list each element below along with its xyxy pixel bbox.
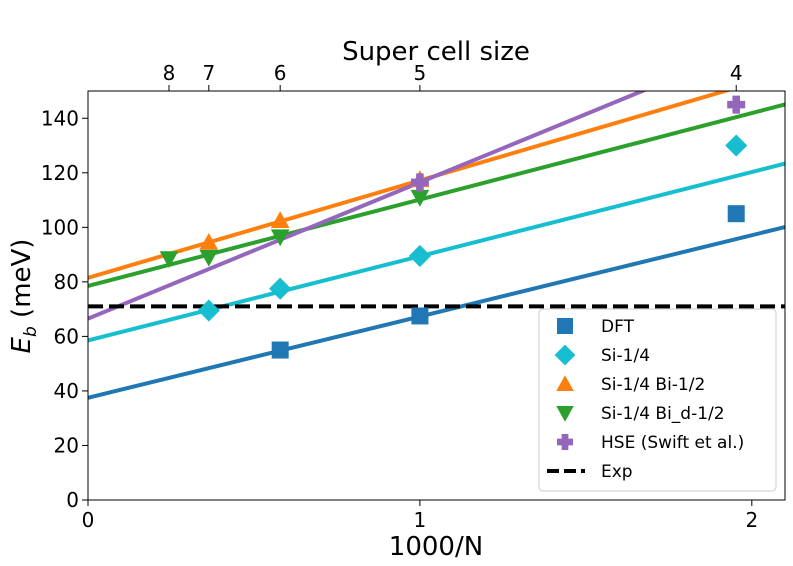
top-tick-label: 8: [163, 61, 176, 85]
point-dft-2: [727, 205, 745, 223]
legend-label-hse-swift-et-al: HSE (Swift et al.): [601, 433, 744, 453]
top-tick-label: 7: [202, 61, 215, 85]
y-tick-label: 100: [41, 215, 79, 239]
legend: DFT Si-1/4 Si-1/4 Bi-1/2 Si-1/4 Bi_d-1/2 HSE…: [538, 308, 777, 492]
top-axis-title: Super cell size: [342, 37, 530, 67]
fit-line-dft: [88, 225, 785, 400]
x-tick-label: 0: [82, 508, 95, 532]
point-dft-0: [271, 341, 289, 359]
top-tick-label: 6: [274, 61, 287, 85]
legend-frame: [538, 308, 777, 492]
fit-line-si-1-4-bi-d-1-2: [88, 102, 785, 288]
point-si-1-4-2: [408, 244, 431, 268]
legend-marker-hse-swift-et-al: [557, 434, 573, 450]
y-tick-label: 40: [54, 379, 79, 403]
y-tick-label: 60: [54, 324, 79, 348]
y-tick-label: 140: [41, 106, 79, 130]
point-si-1-4-1: [269, 277, 292, 300]
point-si-1-4-bi-d-1-2-3: [410, 189, 430, 207]
y-axis-title-spacer: [7, 318, 37, 326]
y-tick-label: 80: [54, 270, 79, 294]
y-axis-title-symbol: E: [7, 336, 37, 353]
y-tick-label: 120: [41, 161, 79, 185]
x-tick-label: 1: [414, 508, 427, 532]
y-axis-title: Eb (meV): [7, 239, 41, 354]
y-axis-title-subscript: b: [21, 326, 41, 337]
point-si-1-4-bi-d-1-2-0: [159, 251, 179, 269]
legend-label-exp: Exp: [601, 462, 633, 482]
point-si-1-4-bi-d-1-2-2: [270, 229, 290, 247]
y-axis-title-unit: (meV): [7, 239, 37, 318]
legend-marker-si-1-4-bi-d-1-2: [556, 405, 574, 422]
point-si-1-4-0: [197, 299, 220, 322]
legend-marker-si-1-4: [554, 344, 576, 366]
point-hse-swift-et-al-1: [727, 95, 746, 114]
top-axis: 8 7 6 5 4: [163, 61, 743, 91]
data-markers: [159, 95, 748, 359]
point-si-1-4-bi-1-2-1: [270, 211, 290, 228]
y-axis: 0 20 40 60 80 100 120 140: [41, 106, 88, 512]
point-si-1-4-3: [725, 134, 748, 157]
legend-label-si-1-4-bi-d-1-2: Si-1/4 Bi_d-1/2: [601, 404, 725, 424]
x-axis: 0 1 2: [82, 500, 758, 532]
legend-marker-dft: [557, 318, 573, 334]
point-hse-swift-et-al-0: [410, 173, 429, 192]
legend-label-si-1-4: Si-1/4: [601, 346, 650, 366]
y-tick-label: 20: [54, 433, 79, 457]
point-si-1-4-bi-d-1-2-1: [199, 249, 219, 267]
point-dft-1: [411, 307, 429, 325]
legend-marker-si-1-4-bi-1-2: [556, 375, 574, 392]
legend-label-dft: DFT: [601, 317, 635, 337]
fit-line-hse-swift-et-al: [88, 91, 648, 321]
y-tick-label: 0: [66, 488, 79, 512]
x-axis-title: 1000/N: [389, 532, 483, 562]
plot-frame: [87, 90, 786, 501]
point-si-1-4-bi-1-2-0: [199, 232, 219, 250]
x-tick-label: 2: [745, 508, 758, 532]
top-tick-label: 4: [730, 61, 743, 85]
legend-label-si-1-4-bi-1-2: Si-1/4 Bi-1/2: [601, 375, 705, 395]
top-tick-label: 5: [414, 61, 427, 85]
